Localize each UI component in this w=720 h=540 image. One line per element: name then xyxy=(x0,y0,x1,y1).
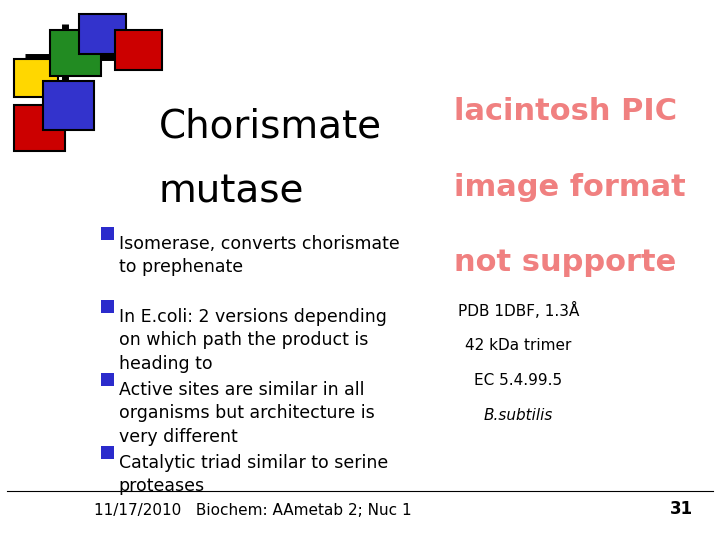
Text: Chorismate: Chorismate xyxy=(158,108,382,146)
Text: 42 kDa trimer: 42 kDa trimer xyxy=(465,338,572,353)
Bar xyxy=(14,105,65,151)
Text: image format: image format xyxy=(454,173,685,202)
Text: Active sites are similar in all
organisms but architecture is
very different: Active sites are similar in all organism… xyxy=(119,381,374,446)
Bar xyxy=(115,30,162,70)
Text: In E.coli: 2 versions depending
on which path the product is
heading to: In E.coli: 2 versions depending on which… xyxy=(119,308,387,373)
Bar xyxy=(101,446,114,459)
Text: Catalytic triad similar to serine
proteases: Catalytic triad similar to serine protea… xyxy=(119,454,388,495)
Text: 11/17/2010   Biochem: AAmetab 2; Nuc 1: 11/17/2010 Biochem: AAmetab 2; Nuc 1 xyxy=(94,503,411,518)
Bar xyxy=(101,373,114,386)
Text: mutase: mutase xyxy=(158,173,304,211)
Bar xyxy=(101,300,114,313)
Bar xyxy=(14,59,58,97)
Text: lacintosh PIC: lacintosh PIC xyxy=(454,97,677,126)
Bar xyxy=(79,14,126,54)
Bar xyxy=(101,227,114,240)
Bar xyxy=(50,30,101,76)
Text: PDB 1DBF, 1.3Å: PDB 1DBF, 1.3Å xyxy=(458,302,579,320)
Text: 31: 31 xyxy=(670,501,693,518)
Text: B.subtilis: B.subtilis xyxy=(484,408,553,423)
Bar xyxy=(43,81,94,130)
Text: not supporte: not supporte xyxy=(454,248,676,278)
Text: Isomerase, converts chorismate
to prephenate: Isomerase, converts chorismate to prephe… xyxy=(119,235,400,276)
Text: EC 5.4.99.5: EC 5.4.99.5 xyxy=(474,373,562,388)
